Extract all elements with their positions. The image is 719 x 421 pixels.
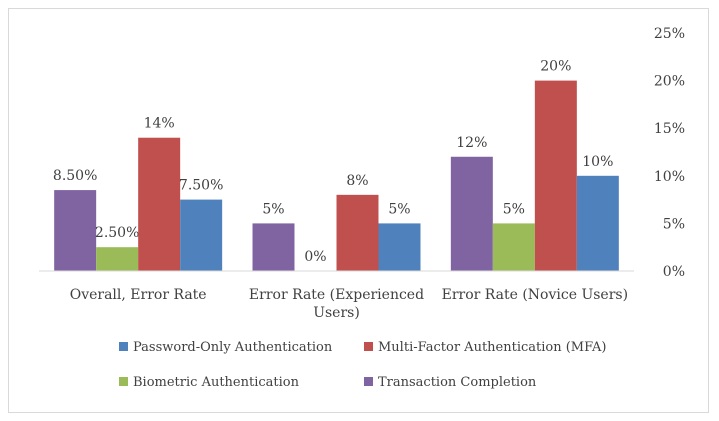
data-label: 14% xyxy=(144,116,175,132)
data-label: 5% xyxy=(262,201,284,217)
y-axis: 0% 5% 10% 15% 20% 25% xyxy=(654,26,685,280)
bar xyxy=(378,223,421,271)
legend-label: Password-Only Authentication xyxy=(133,340,333,355)
chart-frame: 0% 5% 10% 15% 20% 25% 8.50% 2.50% 14% 7.50% 5% 0% 8… xyxy=(8,8,709,413)
data-label: 5% xyxy=(388,201,410,217)
bar xyxy=(492,223,535,271)
category-label: Overall, Error Rate xyxy=(70,287,207,303)
legend-label: Multi-Factor Authentication (MFA) xyxy=(378,340,606,355)
legend-swatch xyxy=(364,377,373,386)
data-label: 5% xyxy=(503,201,525,217)
category-label: Users) xyxy=(313,305,360,321)
category-label: Error Rate (Experienced xyxy=(249,287,424,303)
bar xyxy=(450,156,493,271)
bar xyxy=(336,194,379,271)
data-label: 8% xyxy=(346,173,368,189)
bar xyxy=(138,137,181,271)
legend-item: Multi-Factor Authentication (MFA) xyxy=(364,340,606,355)
bar xyxy=(180,199,223,271)
bar-series: 8.50% 2.50% 14% 7.50% 5% 0% 8% 5% 12% 5% 20% 10% xyxy=(53,59,619,271)
legend-swatch xyxy=(119,377,128,386)
y-tick-label: 15% xyxy=(654,121,685,137)
data-label: 8.50% xyxy=(53,168,97,184)
data-label: 0% xyxy=(304,249,326,265)
data-label: 7.50% xyxy=(179,178,223,194)
legend: Password-Only Authentication Multi-Factor… xyxy=(119,340,606,390)
bar-chart: 0%5%10%15%20%25% 8.50%2.50%14%7.50%5%0%8… xyxy=(39,26,685,390)
x-axis-categories: Overall, Error Rate Error Rate (Experienc… xyxy=(70,287,628,321)
data-label: 12% xyxy=(456,135,487,151)
bar xyxy=(534,80,577,271)
y-tick-label: 25% xyxy=(654,26,685,42)
bar xyxy=(252,223,295,271)
data-label: 20% xyxy=(540,59,571,75)
y-tick-label: 0% xyxy=(663,264,685,280)
bar xyxy=(576,175,619,271)
y-tick-label: 10% xyxy=(654,169,685,185)
bar xyxy=(96,247,139,271)
bar xyxy=(54,190,97,271)
data-label: 2.50% xyxy=(95,225,139,241)
legend-label: Biometric Authentication xyxy=(133,375,300,390)
legend-swatch xyxy=(119,342,128,351)
legend-label: Transaction Completion xyxy=(378,375,537,390)
legend-swatch xyxy=(364,342,373,351)
legend-item: Biometric Authentication xyxy=(119,375,300,390)
data-label: 10% xyxy=(582,154,613,170)
y-tick-label: 20% xyxy=(654,74,685,90)
category-label: Error Rate (Novice Users) xyxy=(442,287,628,303)
legend-item: Password-Only Authentication xyxy=(119,340,333,355)
y-tick-label: 5% xyxy=(663,216,685,232)
legend-item: Transaction Completion xyxy=(364,375,537,390)
